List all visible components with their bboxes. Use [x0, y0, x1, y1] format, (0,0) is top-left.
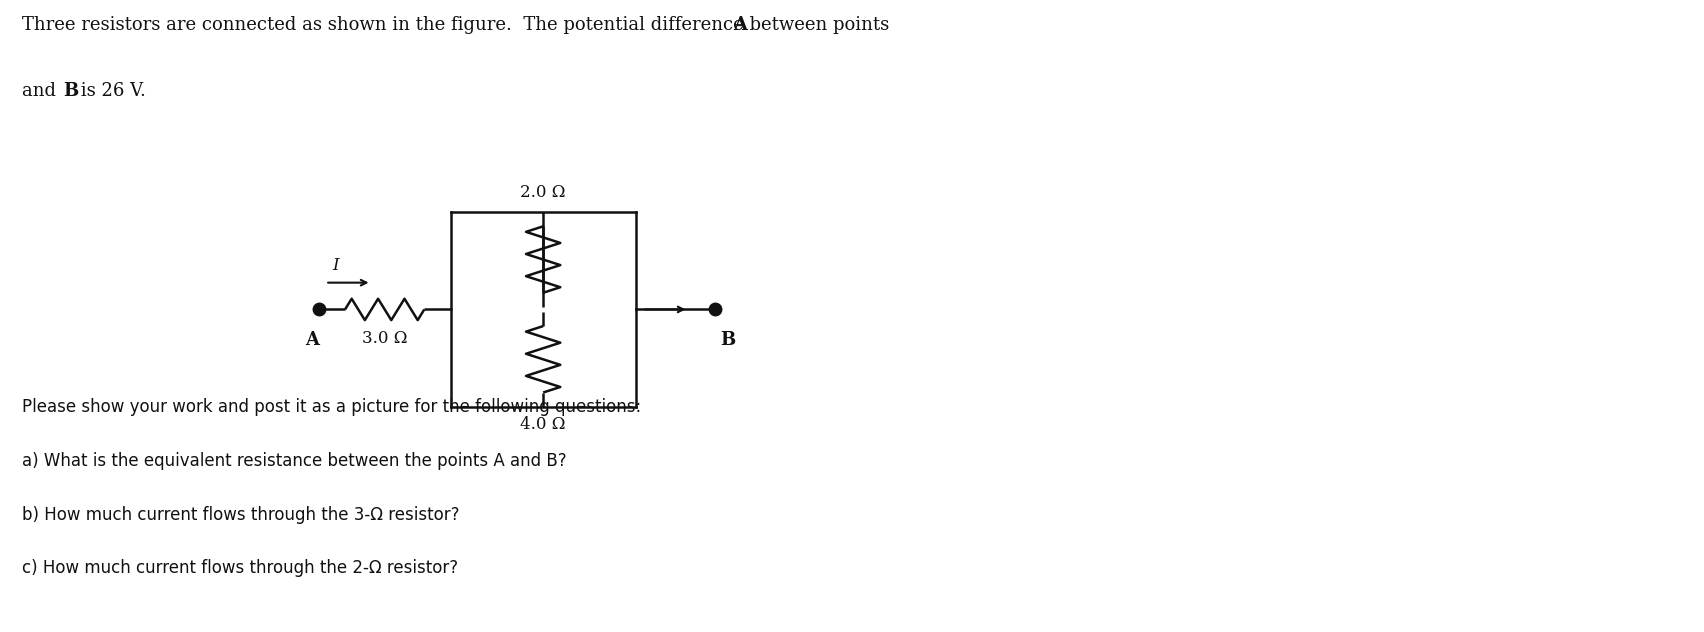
Text: B: B: [721, 331, 736, 349]
Text: A: A: [733, 16, 746, 33]
Text: Please show your work and post it as a picture for the following questions:: Please show your work and post it as a p…: [22, 398, 641, 416]
Text: b) How much current flows through the 3-Ω resistor?: b) How much current flows through the 3-…: [22, 506, 460, 523]
Text: B: B: [63, 82, 78, 100]
Text: and: and: [22, 82, 61, 100]
Text: is 26 V.: is 26 V.: [75, 82, 147, 100]
Text: a) What is the equivalent resistance between the points A and B?: a) What is the equivalent resistance bet…: [22, 452, 567, 470]
Text: 3.0 Ω: 3.0 Ω: [361, 330, 407, 347]
Text: I: I: [332, 257, 339, 274]
Text: 4.0 Ω: 4.0 Ω: [520, 415, 566, 432]
Text: c) How much current flows through the 2-Ω resistor?: c) How much current flows through the 2-…: [22, 559, 458, 577]
Text: A: A: [305, 331, 319, 349]
Text: 2.0 Ω: 2.0 Ω: [520, 185, 566, 202]
Text: Three resistors are connected as shown in the figure.  The potential difference : Three resistors are connected as shown i…: [22, 16, 895, 33]
